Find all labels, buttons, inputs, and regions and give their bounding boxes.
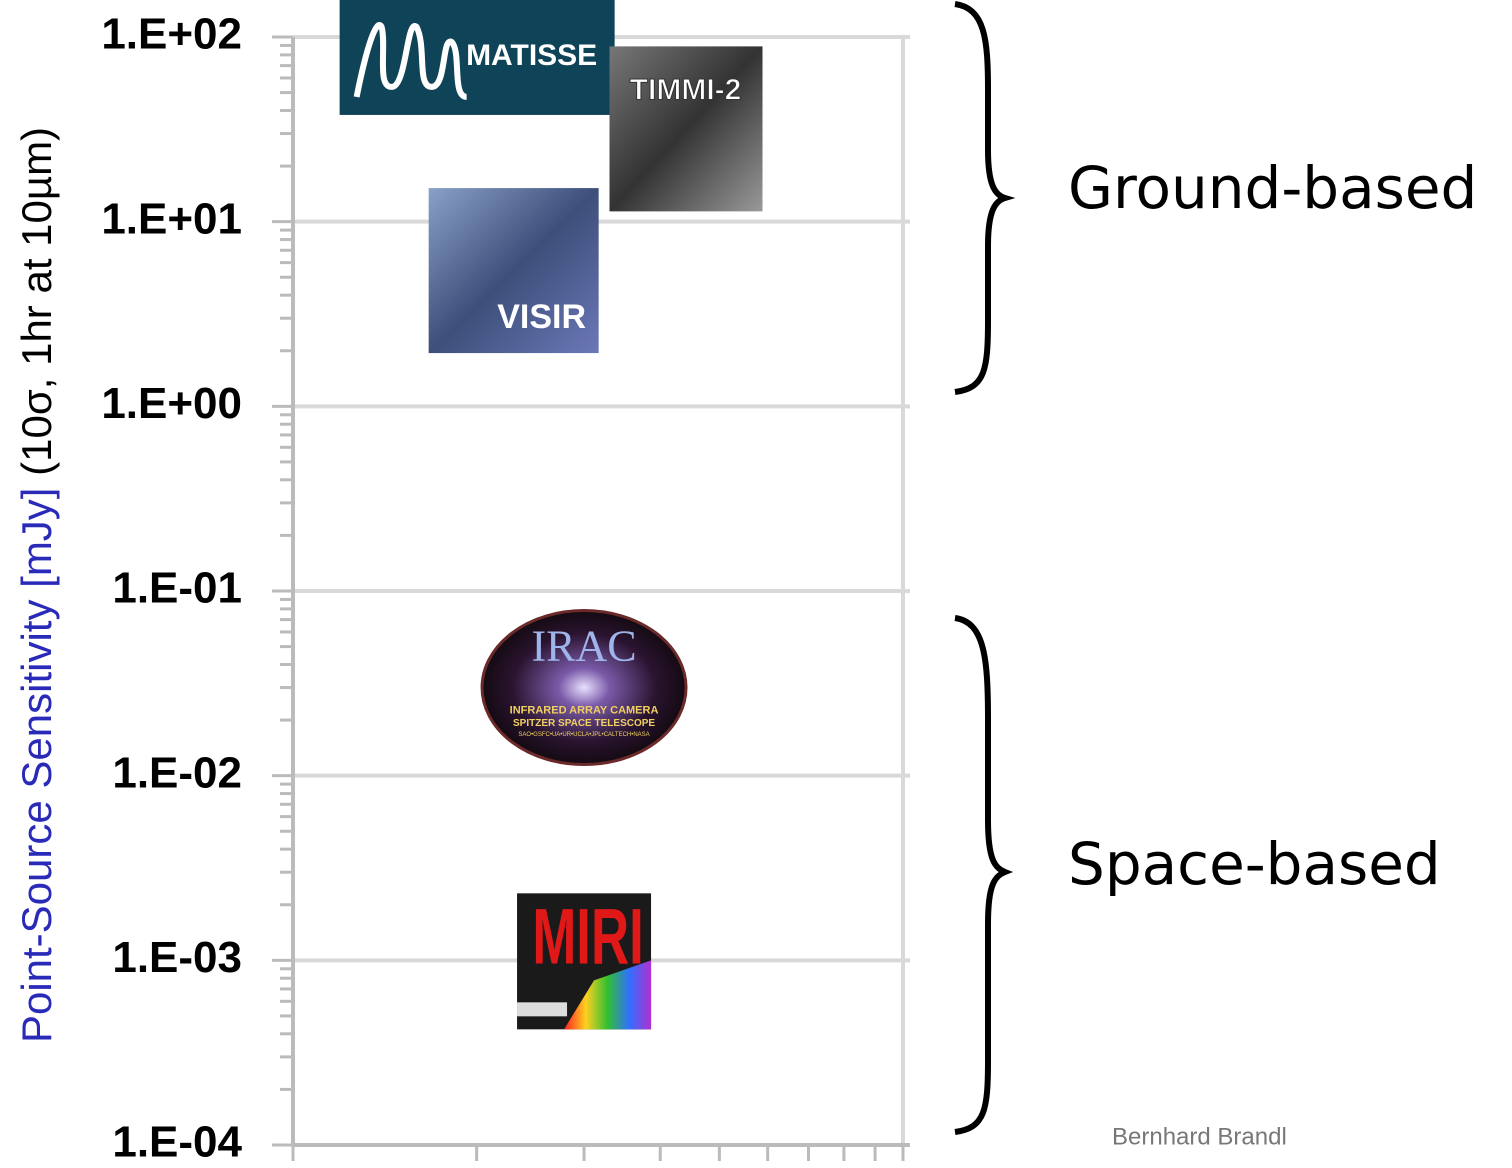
logo-bar — [517, 1002, 568, 1017]
y-tick-label: 1.E+02 — [101, 10, 242, 59]
logo-label: MIRI — [532, 893, 643, 981]
instrument-logo: VISIR — [428, 188, 599, 354]
logo-label: TIMMI-2 — [630, 73, 742, 106]
logo-bg — [609, 46, 763, 212]
y-tick-label: 1.E+01 — [101, 194, 242, 243]
annotation: Ground-based — [1068, 154, 1477, 222]
y-axis-label-main: Point-Source Sensitivity [mJy] — [13, 488, 60, 1044]
logo-subtitle: SPITZER SPACE TELESCOPE — [513, 718, 655, 729]
logo-bg — [480, 609, 688, 767]
braces — [954, 1, 1016, 1135]
logo-label: IRAC — [531, 622, 636, 671]
ground-brace — [954, 1, 1016, 395]
logo-rainbow — [564, 960, 652, 1030]
instrument-logo: MIRI — [517, 893, 652, 1030]
axes: 1.E+02 1.E+01 1.E+00 1.E-01 1.E-02 1.E-03 1.E-… — [101, 10, 910, 1167]
y-tick-label: 1.E+00 — [101, 379, 242, 428]
author: Bernhard Brandl — [1112, 1123, 1287, 1150]
y-tick-label: 1.E-04 — [112, 1118, 242, 1167]
space-brace — [954, 615, 1014, 1135]
logo-credits: SAO•GSFC•UA•UR•UCLA•JPL•CALTECH•NASA — [518, 732, 649, 738]
instrument-logo: MATISSE — [339, 0, 615, 115]
instrument-logo: IRAC INFRARED ARRAY CAMERA SPITZER SPACE T… — [480, 609, 688, 767]
logo-label: MATISSE — [466, 39, 597, 72]
instrument-logo: TIMMI-2 — [609, 46, 763, 212]
logo-bg — [428, 188, 599, 354]
annotation: Space-based — [1068, 830, 1441, 898]
y-axis-label-note: (10σ, 1hr at 10µm) — [13, 127, 60, 476]
y-axis-label: Point-Source Sensitivity [mJy] (10σ, 1hr… — [13, 127, 60, 1043]
y-tick-label: 1.E-02 — [112, 748, 242, 797]
y-tick-label: 1.E-03 — [112, 933, 242, 982]
logo-squiggle — [353, 22, 468, 100]
y-tick-label: 1.E-01 — [112, 564, 242, 613]
logo-label: VISIR — [497, 298, 586, 336]
logo-subtitle: INFRARED ARRAY CAMERA — [510, 704, 659, 716]
